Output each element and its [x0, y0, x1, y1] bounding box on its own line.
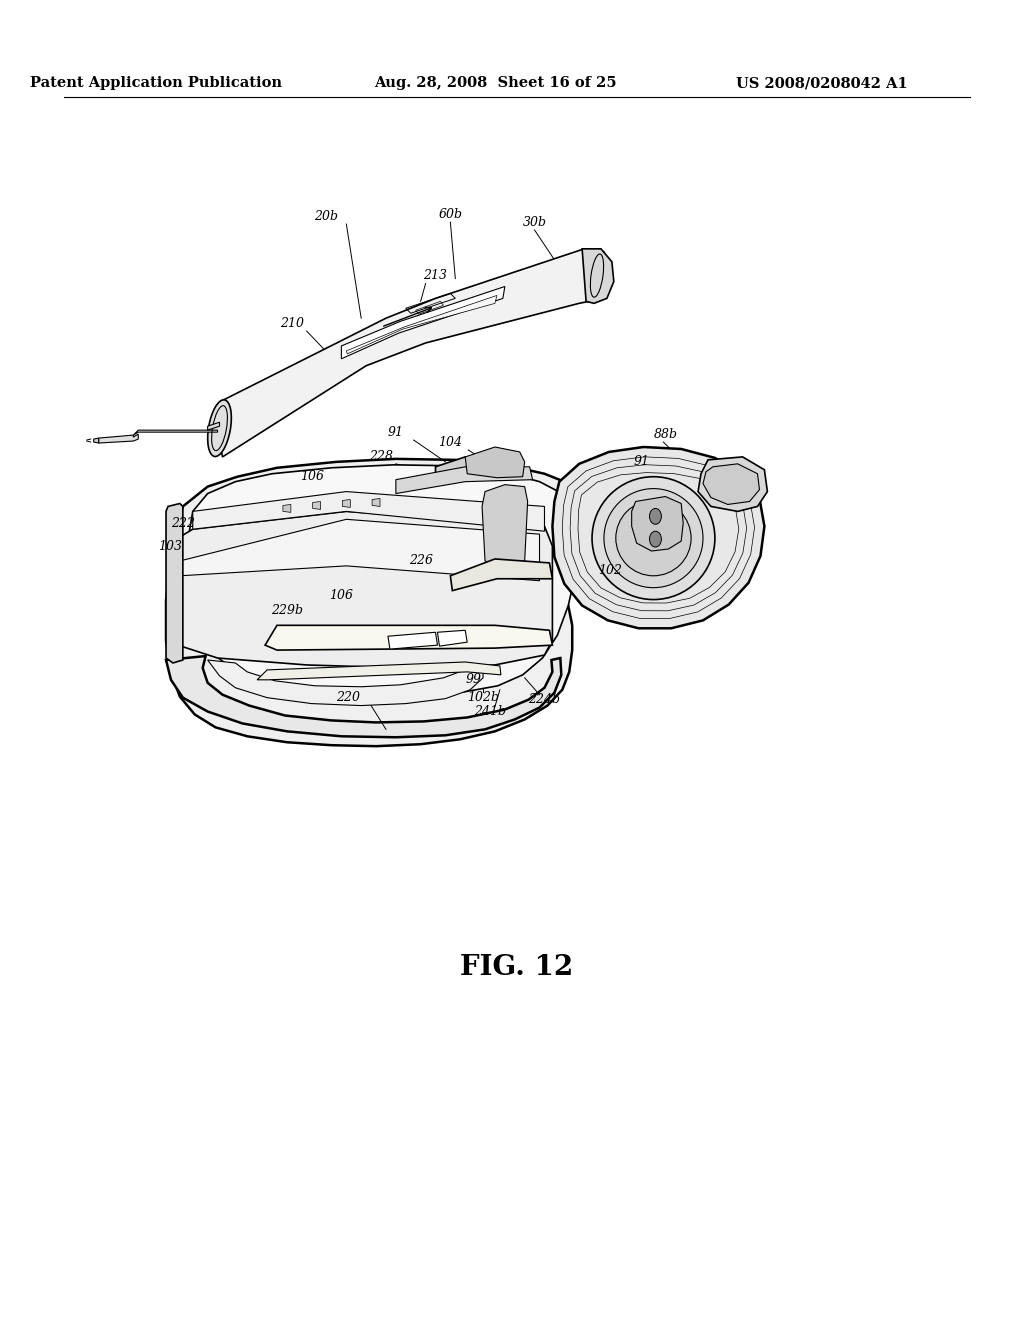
Polygon shape	[582, 249, 613, 304]
Text: 88b: 88b	[653, 428, 677, 441]
Ellipse shape	[649, 531, 662, 546]
Polygon shape	[98, 434, 138, 444]
Polygon shape	[312, 502, 321, 510]
Polygon shape	[93, 438, 98, 444]
Text: 103: 103	[158, 540, 182, 553]
Text: 30b: 30b	[522, 215, 547, 228]
Polygon shape	[217, 249, 612, 457]
Polygon shape	[346, 296, 497, 354]
Text: 20b: 20b	[314, 210, 339, 223]
Polygon shape	[552, 447, 765, 628]
Text: 210: 210	[280, 317, 304, 330]
Text: 213: 213	[424, 269, 447, 282]
Polygon shape	[703, 463, 760, 504]
Polygon shape	[208, 422, 219, 430]
Polygon shape	[341, 286, 505, 359]
Polygon shape	[265, 626, 552, 649]
Ellipse shape	[649, 508, 662, 524]
Polygon shape	[372, 499, 380, 507]
Polygon shape	[184, 465, 580, 694]
Text: 220: 220	[336, 692, 360, 704]
Text: 226: 226	[409, 554, 432, 568]
Polygon shape	[396, 467, 532, 494]
Text: 91: 91	[388, 425, 403, 438]
Polygon shape	[166, 503, 183, 663]
Text: Aug. 28, 2008  Sheet 16 of 25: Aug. 28, 2008 Sheet 16 of 25	[374, 77, 616, 90]
Text: 91: 91	[634, 455, 649, 469]
Polygon shape	[180, 519, 540, 581]
Polygon shape	[166, 656, 561, 738]
Polygon shape	[437, 630, 467, 645]
Text: 222: 222	[171, 516, 195, 529]
Circle shape	[615, 500, 691, 576]
Text: 102: 102	[598, 565, 622, 577]
Polygon shape	[465, 447, 524, 478]
Polygon shape	[698, 457, 767, 511]
Circle shape	[604, 488, 703, 587]
Text: 224b: 224b	[528, 693, 560, 706]
Text: 60b: 60b	[438, 207, 463, 220]
Polygon shape	[632, 496, 683, 550]
Text: 106: 106	[300, 470, 324, 483]
Polygon shape	[482, 484, 527, 569]
Text: Patent Application Publication: Patent Application Publication	[30, 77, 282, 90]
Polygon shape	[283, 504, 291, 512]
Polygon shape	[133, 430, 217, 436]
Text: 104: 104	[438, 436, 463, 449]
Polygon shape	[342, 499, 350, 507]
Polygon shape	[166, 459, 584, 746]
Polygon shape	[388, 632, 437, 649]
Polygon shape	[208, 660, 483, 706]
Polygon shape	[257, 663, 501, 680]
Text: 228: 228	[369, 450, 393, 463]
Polygon shape	[193, 491, 545, 531]
Text: 102b: 102b	[467, 692, 499, 704]
Polygon shape	[451, 558, 552, 590]
Polygon shape	[435, 457, 515, 482]
Text: US 2008/0208042 A1: US 2008/0208042 A1	[736, 77, 907, 90]
Text: 229b: 229b	[271, 605, 303, 616]
Text: 106: 106	[330, 589, 353, 602]
Ellipse shape	[208, 400, 231, 457]
Polygon shape	[170, 511, 552, 668]
Text: FIG. 12: FIG. 12	[460, 953, 573, 981]
Circle shape	[592, 477, 715, 599]
Text: 241b: 241b	[474, 705, 506, 718]
Text: 99: 99	[465, 673, 481, 686]
